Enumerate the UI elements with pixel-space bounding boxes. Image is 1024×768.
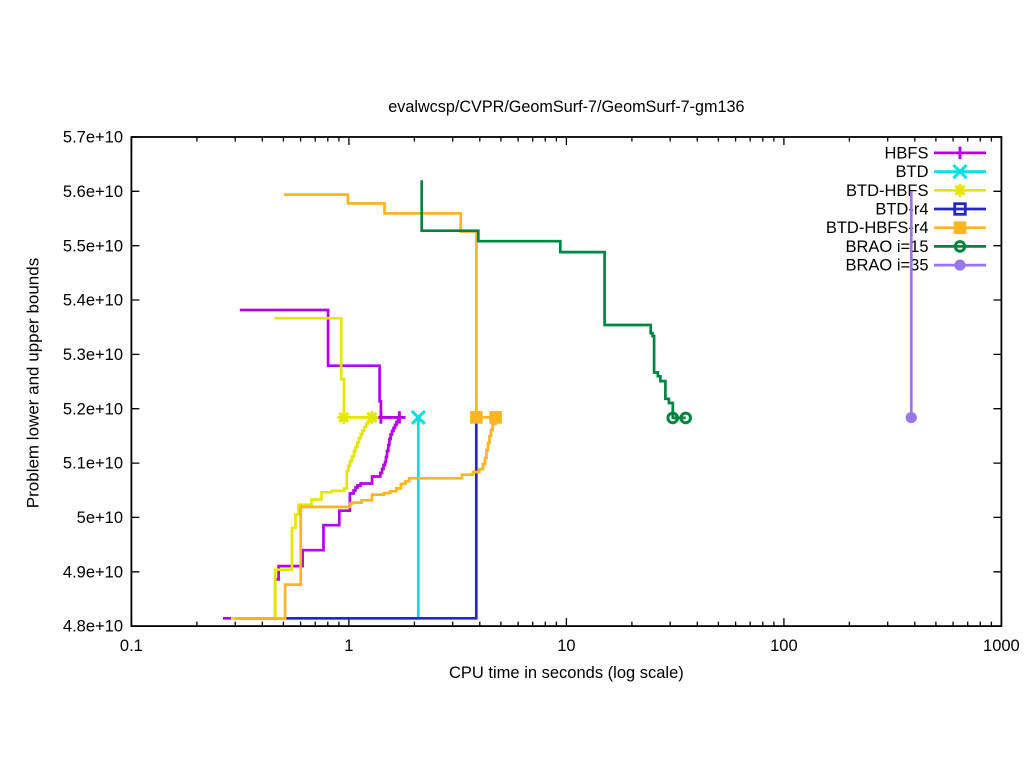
svg-text:HBFS: HBFS	[884, 144, 928, 162]
svg-text:4.9e+10: 4.9e+10	[63, 563, 123, 581]
svg-text:BRAO i=35: BRAO i=35	[846, 257, 929, 275]
svg-text:100: 100	[770, 637, 798, 655]
svg-text:CPU time in seconds (log scale: CPU time in seconds (log scale)	[449, 664, 684, 682]
svg-text:5.5e+10: 5.5e+10	[63, 237, 123, 255]
svg-text:10: 10	[557, 637, 575, 655]
svg-text:5.1e+10: 5.1e+10	[63, 455, 123, 473]
svg-text:5.4e+10: 5.4e+10	[63, 292, 123, 310]
svg-text:BTD-HBFS-r4: BTD-HBFS-r4	[826, 219, 929, 237]
svg-text:5.7e+10: 5.7e+10	[63, 129, 123, 147]
svg-text:Problem lower and upper bounds: Problem lower and upper bounds	[24, 258, 43, 508]
svg-text:1000: 1000	[983, 637, 1020, 655]
svg-text:5e+10: 5e+10	[77, 509, 123, 527]
svg-text:BTD: BTD	[896, 163, 929, 181]
svg-text:5.2e+10: 5.2e+10	[63, 400, 123, 418]
svg-text:5.3e+10: 5.3e+10	[63, 346, 123, 364]
svg-text:1: 1	[344, 637, 353, 655]
svg-text:BTD-r4: BTD-r4	[875, 201, 928, 219]
svg-text:BTD-HBFS: BTD-HBFS	[846, 182, 929, 200]
svg-text:BRAO i=15: BRAO i=15	[846, 238, 929, 256]
svg-text:0.1: 0.1	[120, 637, 143, 655]
svg-text:4.8e+10: 4.8e+10	[63, 618, 123, 636]
svg-text:evalwcsp/CVPR/GeomSurf-7/GeomS: evalwcsp/CVPR/GeomSurf-7/GeomSurf-7-gm13…	[388, 98, 744, 116]
svg-text:5.6e+10: 5.6e+10	[63, 183, 123, 201]
